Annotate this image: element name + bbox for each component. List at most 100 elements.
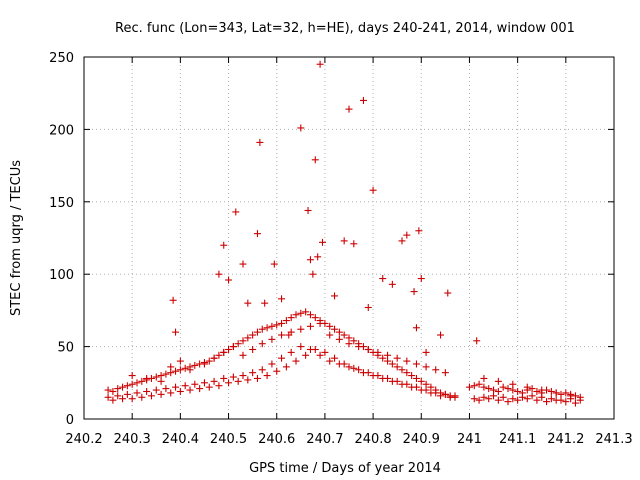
data-point	[547, 387, 555, 395]
data-point	[485, 395, 493, 403]
data-point	[567, 392, 575, 400]
data-point	[514, 387, 522, 395]
data-point	[287, 348, 295, 356]
data-point	[427, 389, 435, 397]
data-point	[147, 392, 155, 400]
data-point	[220, 348, 228, 356]
data-point	[306, 311, 314, 319]
data-point	[538, 386, 546, 394]
data-point	[494, 396, 502, 404]
x-axis-label: GPS time / Days of year 2014	[249, 461, 441, 476]
data-point	[422, 363, 430, 371]
data-point	[239, 351, 247, 359]
data-point	[417, 275, 425, 283]
y-tick-label: 200	[49, 123, 74, 138]
y-axis-label: STEC from uqrg / TECUs	[9, 160, 24, 316]
data-point	[263, 372, 271, 380]
y-tick-label: 50	[57, 341, 74, 356]
data-point	[326, 322, 334, 330]
data-point	[104, 393, 112, 401]
x-tick-label: 241.3	[595, 432, 632, 447]
data-point	[285, 331, 293, 339]
y-tick-label: 100	[49, 268, 74, 283]
data-point	[287, 314, 295, 322]
x-tick-label: 240.4	[162, 432, 199, 447]
data-point	[494, 387, 502, 395]
data-point	[374, 348, 382, 356]
data-point	[167, 363, 175, 371]
data-point	[249, 331, 257, 339]
data-point	[518, 393, 526, 401]
data-point	[232, 208, 240, 216]
data-point	[225, 345, 233, 353]
data-point	[297, 343, 305, 351]
data-point	[210, 377, 218, 385]
data-point	[576, 396, 584, 404]
data-point	[473, 337, 481, 345]
data-point	[311, 345, 319, 353]
x-tick-label: 240.5	[210, 432, 247, 447]
data-point	[119, 383, 127, 391]
data-point	[350, 364, 358, 372]
data-point	[499, 393, 507, 401]
data-point	[152, 386, 160, 394]
data-point	[123, 382, 131, 390]
data-point	[133, 389, 141, 397]
data-point	[403, 357, 411, 365]
data-point	[451, 392, 459, 400]
data-point	[172, 367, 180, 375]
data-point	[109, 387, 117, 395]
data-point	[292, 357, 300, 365]
data-point	[297, 325, 305, 333]
data-points	[104, 60, 584, 407]
x-tick-label: 240.7	[306, 432, 343, 447]
data-point	[331, 354, 339, 362]
data-point	[162, 370, 170, 378]
data-point	[306, 322, 314, 330]
data-point	[253, 230, 261, 238]
data-point	[278, 295, 286, 303]
data-point	[220, 374, 228, 382]
data-point	[302, 308, 310, 316]
data-point	[340, 237, 348, 245]
data-point	[256, 138, 264, 146]
data-point	[437, 392, 445, 400]
data-point	[225, 379, 233, 387]
data-point	[249, 369, 257, 377]
data-point	[388, 360, 396, 368]
data-point	[369, 372, 377, 380]
x-tick-label: 240.8	[354, 432, 391, 447]
data-point	[253, 328, 261, 336]
data-point	[379, 275, 387, 283]
data-point	[345, 363, 353, 371]
data-point	[215, 270, 223, 278]
data-point	[319, 238, 326, 246]
data-point	[504, 398, 512, 406]
data-point	[340, 331, 348, 339]
x-tick-label: 241.2	[547, 432, 584, 447]
data-point	[379, 374, 387, 382]
data-point	[408, 383, 416, 391]
data-point	[543, 398, 551, 406]
data-point	[350, 240, 358, 248]
data-point	[417, 386, 425, 394]
data-point	[523, 395, 531, 403]
data-point	[215, 382, 223, 390]
data-point	[239, 372, 247, 380]
y-tick-label: 0	[66, 413, 74, 428]
data-point	[475, 380, 483, 388]
data-point	[172, 328, 180, 336]
data-point	[509, 395, 517, 403]
data-point	[157, 377, 165, 385]
data-point	[403, 369, 411, 377]
data-point	[499, 383, 507, 391]
x-tick-label: 240.9	[403, 432, 440, 447]
data-point	[282, 317, 290, 325]
data-point	[278, 331, 286, 339]
data-point	[364, 345, 372, 353]
data-point	[239, 260, 247, 268]
data-point	[162, 385, 170, 393]
data-point	[504, 385, 512, 393]
data-point	[261, 299, 269, 307]
